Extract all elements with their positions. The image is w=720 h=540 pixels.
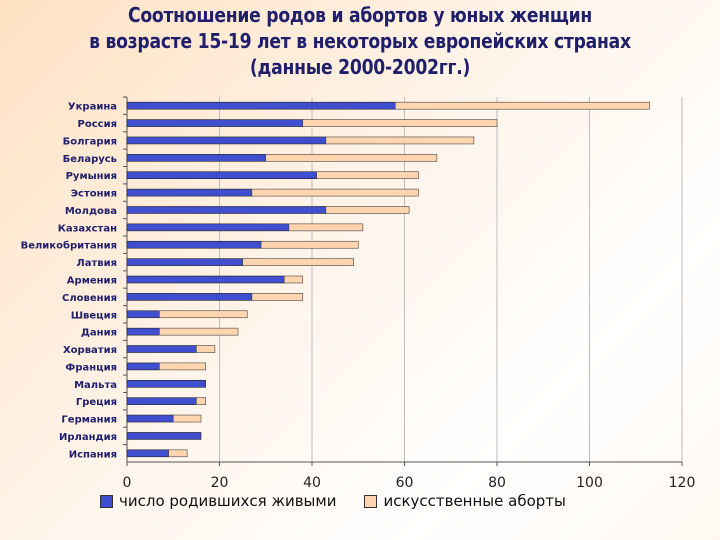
bar-births [126,414,174,423]
bar-abortions [260,240,359,249]
bar-abortions [288,223,364,232]
title-line-1: Соотношение родов и абортов у юных женщи… [127,3,593,27]
bar-abortions [251,293,304,301]
bar-abortions [242,258,354,266]
title-line-3: (данные 2000-2002гг.) [249,55,471,79]
category-label: Мальта [74,380,117,391]
category-label: Швеция [71,310,117,321]
chart-legend: число родившихся живыми искусственные аб… [100,490,700,512]
legend-item-abortions: искусственные аборты [364,492,566,510]
bar-abortions [168,449,188,458]
x-tick-label: 60 [396,475,414,491]
bar-abortions [316,171,419,180]
category-label: Беларусь [63,154,117,165]
bar-births [126,119,304,127]
bar-births [126,432,202,440]
category-label: Россия [78,119,117,130]
category-label: Франция [65,362,117,373]
x-tick-label: 40 [303,475,321,491]
category-label: Великобритания [21,240,117,252]
bar-abortions [159,327,239,336]
bar-births [126,397,197,405]
bar-abortions [159,310,248,319]
legend-swatch-abortions [364,494,378,508]
legend-label-births: число родившихся живыми [119,492,337,510]
bar-births [126,258,243,266]
category-label: Латвия [76,258,117,269]
category-label: Словения [62,293,117,304]
bar-abortions [265,154,438,162]
bar-births [126,275,285,284]
bar-abortions [325,206,410,214]
bar-births [126,188,253,197]
category-label: Дания [81,328,117,339]
title-line-2: в возрасте 15-19 лет в некоторых европей… [89,29,631,53]
legend-swatch-births [100,494,113,508]
x-tick-label: 80 [488,475,506,491]
category-label: Казахстан [58,223,117,234]
category-label: Эстония [71,189,117,200]
bar-births [126,345,197,353]
bar-births [126,379,206,388]
bar-births [126,449,169,458]
bar-births [126,310,160,319]
legend-label-abortions: искусственные аборты [383,492,566,510]
bar-births [126,101,396,110]
bar-births [126,293,253,301]
bar-abortions [325,136,475,145]
bar-births [126,362,160,371]
bar-abortions [196,345,216,353]
category-label: Румыния [66,171,117,182]
bar-abortions [196,397,206,405]
x-tick-label: 120 [669,475,696,491]
category-label: Болгария [63,136,117,147]
category-label: Украина [68,102,117,113]
category-label: Армения [67,276,117,287]
category-label: Испания [69,449,117,460]
bar-births [126,223,290,232]
legend-item-births: число родившихся живыми [100,492,336,510]
x-tick-label: 100 [576,475,603,491]
bar-abortions [172,414,202,423]
bar-births [126,206,327,214]
bar-abortions [394,101,650,110]
x-tick-label: 0 [123,475,132,491]
bar-abortions [159,362,206,371]
bar-births [126,154,267,162]
category-label: Германия [61,415,117,426]
x-tick-label: 20 [211,475,229,491]
chart-title: Соотношение родов и абортов у юных женщи… [50,2,669,80]
category-label: Ирландия [59,432,117,443]
category-label: Молдова [65,206,117,217]
bar-abortions [283,275,304,284]
category-label: Хорватия [63,345,117,356]
bar-births [126,171,317,180]
category-label: Греция [76,397,117,408]
bar-abortions [251,188,419,197]
bar-abortions [302,119,498,127]
bar-births [126,327,160,336]
bar-births [126,240,262,249]
bar-births [126,136,327,145]
